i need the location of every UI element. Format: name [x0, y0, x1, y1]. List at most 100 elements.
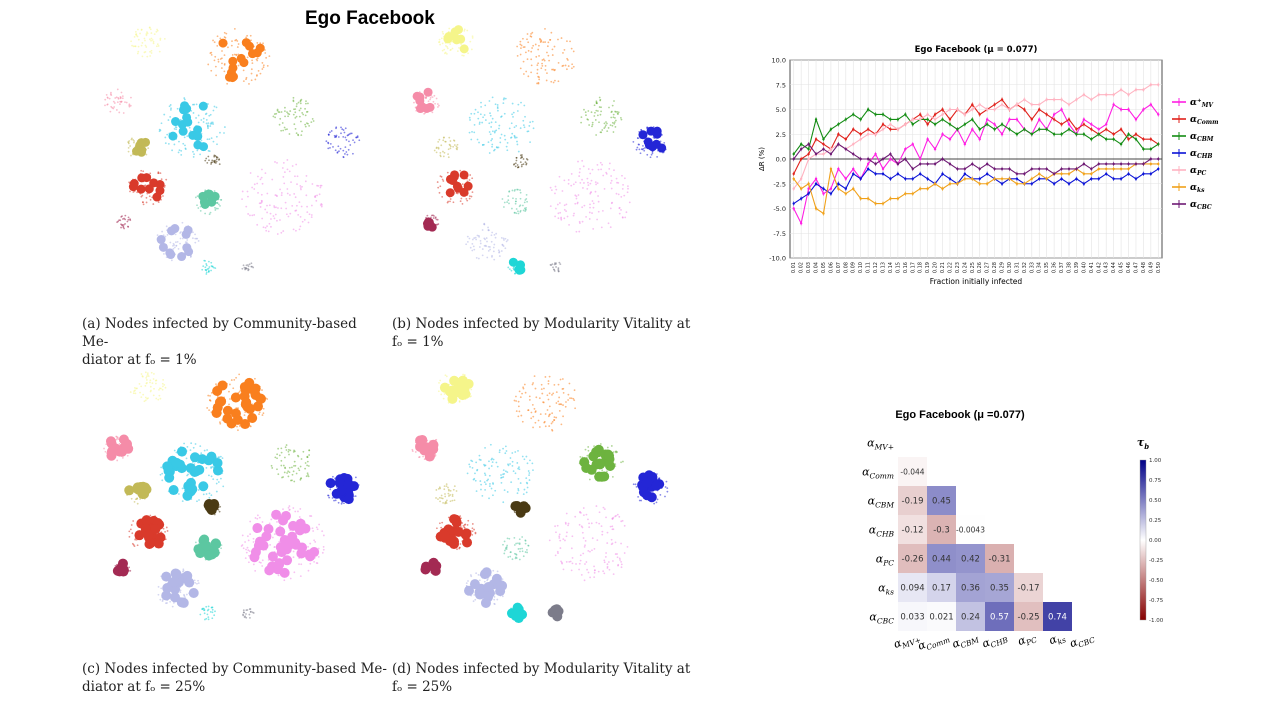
data-point	[1060, 98, 1063, 101]
data-point	[1060, 123, 1063, 126]
network-node	[644, 146, 646, 149]
network-node	[613, 122, 616, 125]
network-node	[159, 397, 162, 400]
infected-node	[448, 175, 458, 185]
network-node	[466, 235, 469, 238]
network-node	[194, 241, 197, 244]
network-node	[440, 526, 443, 529]
network-node	[173, 244, 176, 246]
network-node	[547, 54, 550, 57]
network-node	[270, 225, 272, 228]
network-node	[149, 379, 152, 382]
data-point	[926, 113, 929, 116]
data-point	[1075, 177, 1078, 180]
infected-node	[212, 465, 223, 476]
cell-value-label: -0.17	[1018, 584, 1040, 594]
cell-value-label: -0.12	[902, 526, 924, 536]
network-node	[292, 507, 295, 509]
infected-node	[176, 446, 187, 457]
network-node	[307, 221, 310, 224]
network-node	[264, 172, 267, 175]
network-node	[559, 378, 562, 381]
x-tick-label: 0.17	[910, 262, 916, 273]
network-node	[262, 412, 265, 415]
infected-node	[177, 252, 187, 262]
network-node	[269, 212, 272, 215]
network-node	[274, 456, 277, 459]
infected-node	[459, 44, 469, 54]
network-node	[192, 103, 194, 106]
network-node	[582, 514, 585, 517]
network-node	[620, 118, 623, 121]
network-node	[256, 42, 259, 44]
data-point	[1134, 138, 1138, 141]
network-node	[236, 46, 239, 48]
network-node	[666, 487, 669, 490]
network-node	[582, 165, 585, 168]
infected-node	[244, 41, 254, 51]
network-node	[638, 499, 641, 502]
x-tick-label: 0.42	[1096, 262, 1102, 273]
network-node	[595, 505, 598, 507]
data-point	[852, 113, 855, 116]
network-node	[105, 93, 108, 96]
network-node	[270, 218, 272, 220]
network-node	[207, 616, 210, 619]
data-point	[866, 108, 870, 111]
data-point	[844, 192, 847, 195]
network-node	[615, 192, 618, 195]
network-node	[504, 470, 507, 473]
network-node	[471, 467, 474, 469]
network-node	[500, 133, 503, 136]
network-node	[281, 122, 284, 124]
network-node	[250, 68, 253, 71]
network-node	[179, 591, 182, 594]
network-node	[174, 241, 177, 244]
col-label: αks	[1047, 630, 1067, 650]
colorbar	[1139, 459, 1147, 621]
network-node	[567, 393, 570, 396]
network-node	[441, 42, 444, 45]
network-node	[602, 506, 605, 509]
cell-value-label: 0.24	[961, 613, 980, 623]
network-node	[504, 97, 507, 100]
data-point	[1060, 108, 1063, 111]
network-node	[212, 266, 215, 269]
network-node	[445, 44, 447, 47]
network-node	[116, 436, 119, 439]
network-node	[465, 582, 468, 585]
infected-node	[579, 457, 590, 468]
network-node	[256, 74, 258, 76]
network-node	[610, 538, 613, 541]
chart-title: Ego Facebook (μ = 0.077)	[915, 45, 1038, 55]
network-node	[297, 510, 299, 513]
data-point	[1052, 98, 1056, 101]
network-node	[268, 204, 271, 207]
network-node	[161, 388, 164, 391]
network-node	[354, 476, 357, 479]
network-node	[183, 593, 185, 596]
x-tick-label: 0.28	[992, 262, 998, 273]
network-node	[337, 145, 340, 148]
network-node	[210, 53, 213, 56]
network-node	[523, 104, 526, 107]
network-node	[132, 392, 135, 395]
network-node	[462, 54, 465, 57]
data-point	[889, 177, 892, 180]
network-node	[587, 518, 589, 521]
data-point	[941, 108, 944, 111]
network-node	[451, 47, 454, 50]
network-node	[530, 64, 533, 67]
network-node	[177, 151, 180, 154]
network-node	[435, 97, 438, 100]
network-node	[592, 206, 595, 209]
network-node	[603, 561, 606, 564]
network-node	[561, 190, 564, 192]
network-node	[274, 161, 276, 163]
network-node	[493, 258, 496, 261]
network-node	[555, 391, 558, 394]
network-node	[209, 113, 212, 116]
heatmap-title: Ego Facebook (μ =0.077)	[895, 409, 1025, 421]
infected-node	[118, 566, 129, 577]
network-node	[164, 386, 167, 389]
